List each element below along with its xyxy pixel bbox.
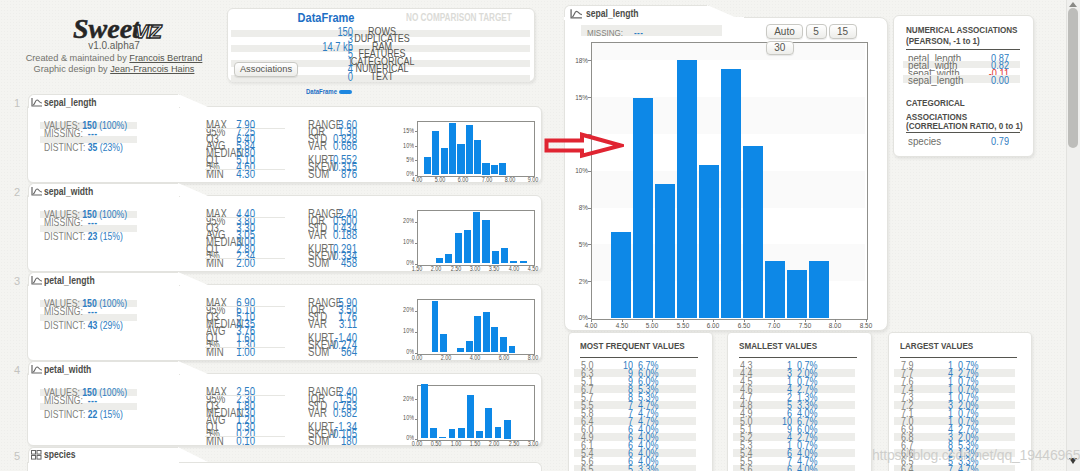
svg-text:VIZ: VIZ (135, 21, 163, 42)
